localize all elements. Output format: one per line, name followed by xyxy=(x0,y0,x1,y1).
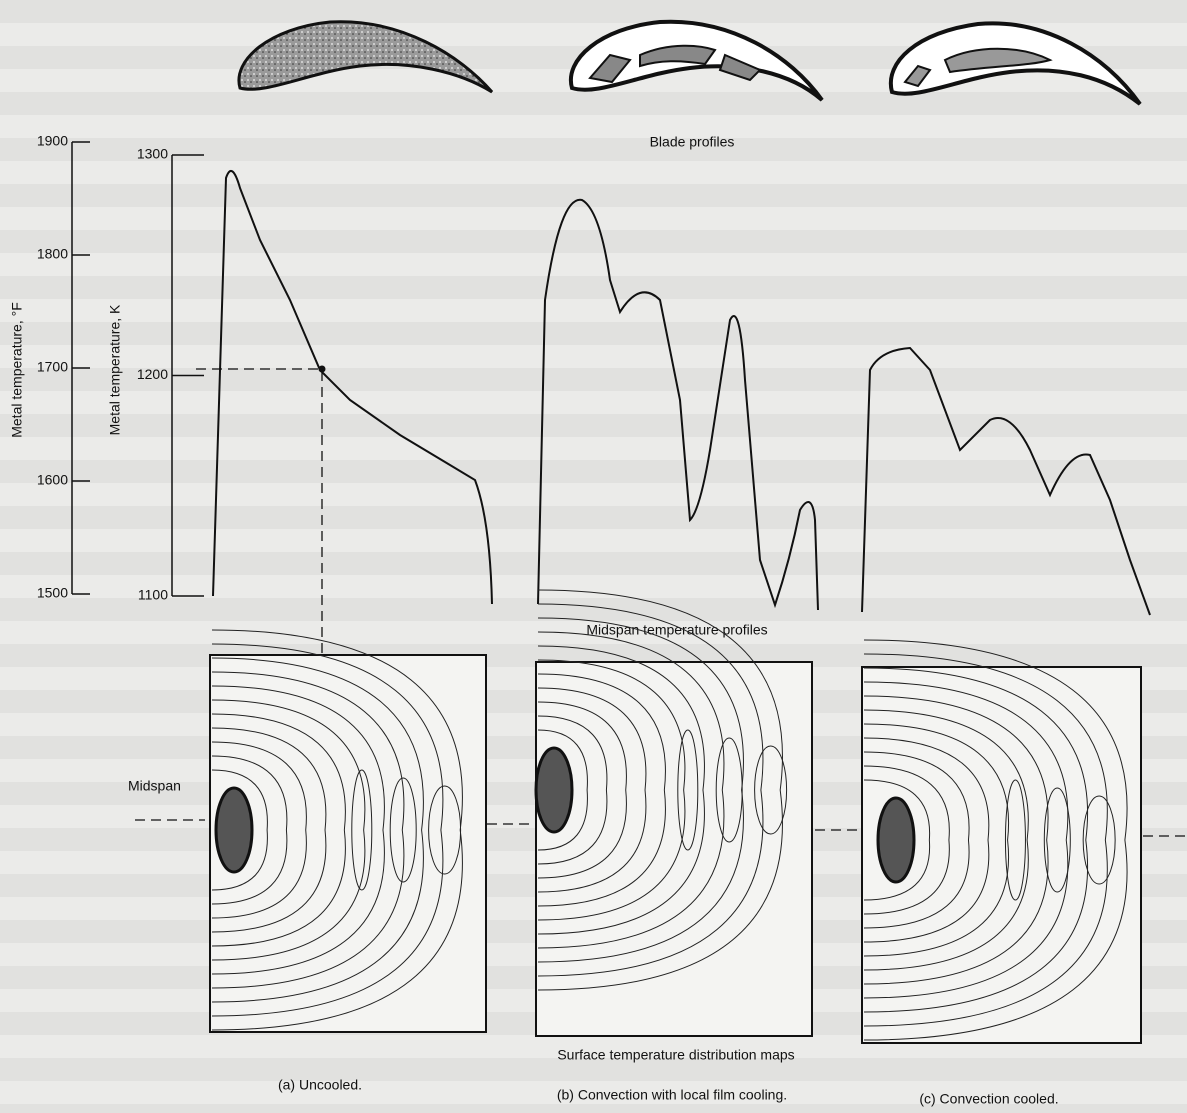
hot-spot xyxy=(878,798,914,882)
blade-profiles-label: Blade profiles xyxy=(650,134,735,150)
midspan-label: Midspan xyxy=(128,778,181,794)
reference-point xyxy=(319,366,326,373)
tick-label: 1600 xyxy=(37,472,68,488)
tick-label: 1200 xyxy=(137,366,168,382)
panel-caption: (c) Convection cooled. xyxy=(919,1091,1058,1107)
tick-label: 1900 xyxy=(37,133,68,149)
figure: Blade profiles 1900 1800 1700 1600 1500 1300 1… xyxy=(0,0,1187,1113)
kelvin-axis-label: Metal temperature, K xyxy=(107,304,123,435)
hot-spot xyxy=(536,748,572,832)
maps-label: Surface temperature distribution maps xyxy=(557,1047,794,1063)
hot-spot xyxy=(216,788,252,872)
tick-label: 1700 xyxy=(37,359,68,375)
panel-caption: (b) Convection with local film cooling. xyxy=(557,1087,787,1103)
fahrenheit-axis-label: Metal temperature, °F xyxy=(9,302,25,438)
tick-label: 1500 xyxy=(37,585,68,601)
tick-label: 1300 xyxy=(137,146,168,162)
tick-label: 1800 xyxy=(37,246,68,262)
panel-caption: (a) Uncooled. xyxy=(278,1077,362,1093)
tick-label: 1100 xyxy=(138,587,168,603)
